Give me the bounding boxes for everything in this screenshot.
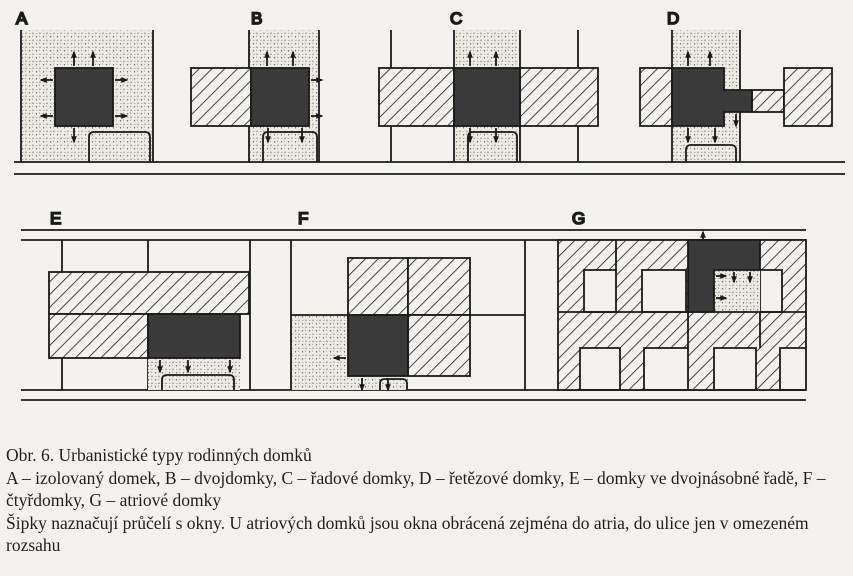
caption-title: Obr. 6. Urbanistické typy rodinných domk… bbox=[6, 445, 312, 465]
caption-note: Šipky naznačují průčelí s okny. U atriov… bbox=[6, 512, 809, 556]
panel-label-d: D bbox=[667, 9, 679, 28]
panel-f: F bbox=[290, 208, 526, 392]
solid-house-icon bbox=[54, 67, 114, 127]
panel-label-b: B bbox=[251, 9, 262, 28]
panel-label-f: F bbox=[298, 209, 308, 228]
panel-g: G bbox=[557, 208, 807, 391]
panel-label-a: A bbox=[16, 9, 28, 28]
panel-d: D bbox=[639, 8, 833, 162]
panel-label-g: G bbox=[572, 209, 585, 228]
panel-c: C bbox=[378, 8, 599, 162]
panel-a: A bbox=[15, 8, 154, 162]
figure-caption: Obr. 6. Urbanistické typy rodinných domk… bbox=[6, 444, 848, 557]
panel-label-e: E bbox=[50, 209, 61, 228]
panel-b: B bbox=[190, 8, 324, 162]
caption-legend: A – izolovaný domek, B – dvojdomky, C – … bbox=[6, 467, 826, 511]
panel-label-c: C bbox=[450, 9, 462, 28]
panel-e: E bbox=[48, 208, 251, 390]
urban-housing-types-figure: A B bbox=[14, 8, 845, 401]
hatched-house-icon bbox=[190, 67, 252, 127]
